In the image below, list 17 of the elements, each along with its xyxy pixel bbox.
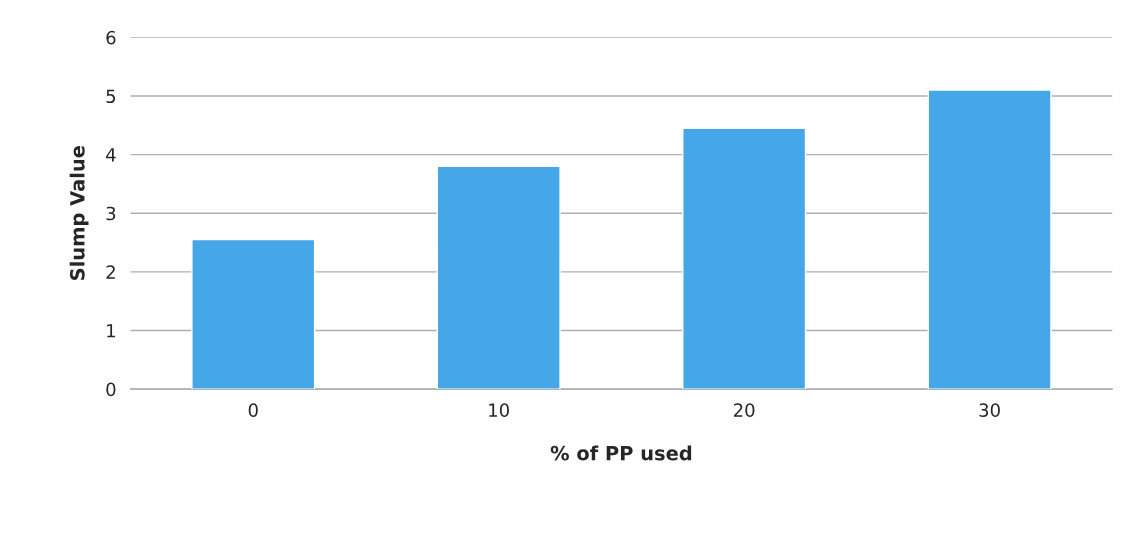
y-tick-label: 0 <box>106 382 116 397</box>
y-tick-label: 3 <box>106 206 116 221</box>
x-tick-label: 0 <box>248 403 258 417</box>
x-tick-label: 30 <box>979 403 1000 417</box>
x-tick-label: 20 <box>733 403 755 417</box>
y-tick-label: 6 <box>106 30 116 45</box>
bar <box>191 238 316 390</box>
y-tick-label: 2 <box>106 265 115 279</box>
bar <box>682 127 807 390</box>
y-axis-title: Slump Value <box>69 146 89 280</box>
x-axis-title: % of PP used <box>550 445 692 461</box>
y-tick-label: 5 <box>106 89 116 104</box>
y-tick-label: 4 <box>106 148 116 162</box>
y-tick-label: 1 <box>107 324 115 338</box>
x-tick-label: 10 <box>489 403 509 417</box>
bar <box>927 89 1052 390</box>
bar <box>436 165 561 390</box>
